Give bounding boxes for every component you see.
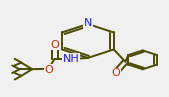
Text: O: O <box>51 40 59 50</box>
Text: NH: NH <box>63 54 80 64</box>
Text: O: O <box>45 65 53 75</box>
Text: O: O <box>112 68 121 78</box>
Text: N: N <box>84 18 92 28</box>
